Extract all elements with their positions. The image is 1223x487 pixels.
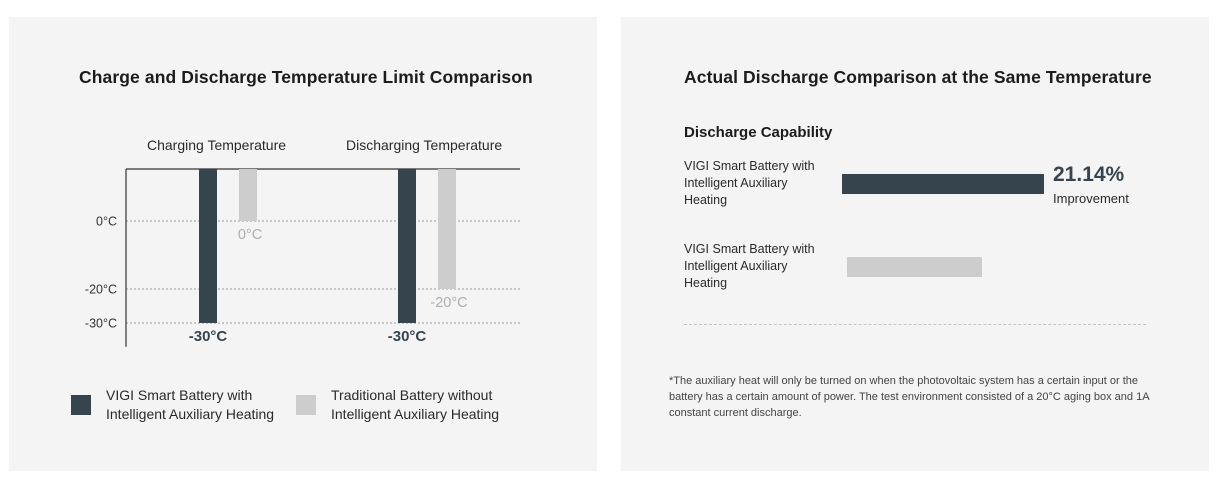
data-label-vigi: -30°C (388, 328, 427, 345)
discharge-bar-vigi (842, 174, 1044, 194)
footnote: *The auxiliary heat will only be turned … (669, 375, 1149, 419)
bar-vigi (199, 169, 217, 323)
discharge-bar-second (847, 257, 982, 277)
temperature-bar-chart: 0°C -20°C -30°C -30°C -30°C 0°C -20°C (85, 168, 520, 347)
temperature-chart-title: Charge and Discharge Temperature Limit C… (79, 67, 533, 87)
legend-swatch-traditional (296, 395, 316, 415)
divider (684, 324, 1146, 325)
legend-label-traditional: Traditional Battery without Intelligent … (331, 387, 500, 422)
legend-label-vigi: VIGI Smart Battery with Intelligent Auxi… (106, 387, 275, 422)
y-tick-label: -30°C (85, 317, 117, 331)
discharge-comparison-title: Actual Discharge Comparison at the Same … (684, 67, 1152, 87)
category-label-discharging: Discharging Temperature (346, 137, 503, 153)
bar-vigi (398, 169, 416, 323)
discharge-row-label-vigi: VIGI Smart Battery with Intelligent Auxi… (684, 159, 815, 207)
right-panel (621, 17, 1209, 471)
discharge-capability-heading: Discharge Capability (684, 124, 833, 141)
y-tick-label: -20°C (85, 283, 117, 297)
data-label-vigi: -30°C (189, 328, 228, 345)
bar-traditional (438, 169, 456, 289)
data-label-traditional: 0°C (238, 227, 262, 243)
y-tick-label: 0°C (96, 215, 117, 229)
legend-swatch-vigi (71, 395, 91, 415)
bar-traditional (239, 169, 257, 221)
improvement-value: 21.14% (1053, 163, 1125, 186)
data-label-traditional: -20°C (430, 295, 467, 311)
category-label-charging: Charging Temperature (147, 137, 287, 153)
improvement-label: Improvement (1053, 191, 1129, 206)
discharge-row-label-second: VIGI Smart Battery with Intelligent Auxi… (684, 242, 815, 290)
